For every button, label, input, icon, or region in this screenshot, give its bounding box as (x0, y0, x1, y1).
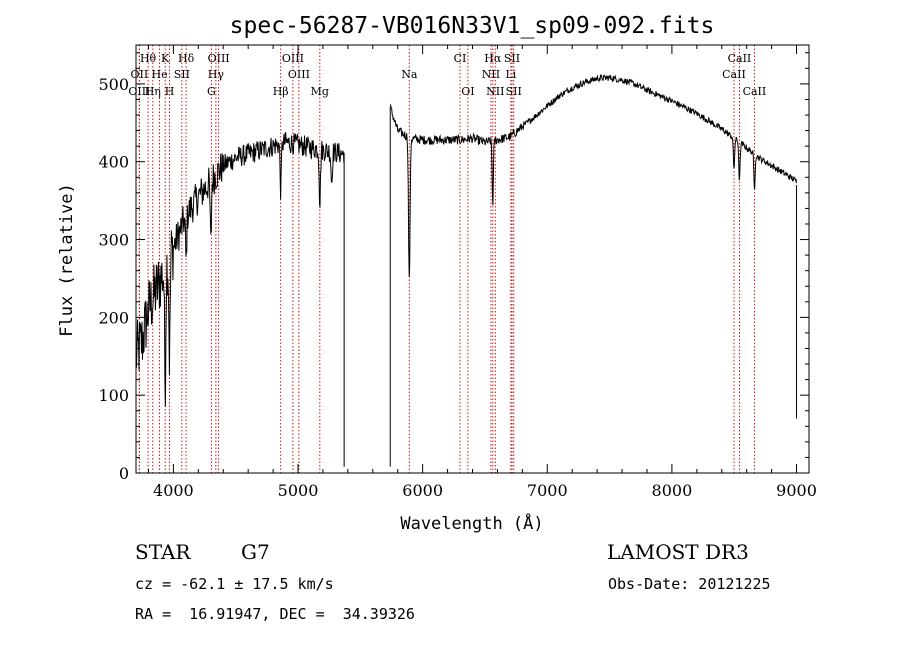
line-marker-label: OI (461, 85, 474, 98)
line-marker-label: K (161, 52, 170, 65)
observation-date: Obs-Date: 20121225 (608, 575, 771, 593)
line-marker-label: OII (131, 68, 149, 81)
y-axis-label: Flux (relative) (57, 183, 77, 337)
y-tick-label: 300 (98, 231, 129, 250)
spectrum-trace (135, 131, 345, 407)
chart-title: spec-56287-VB016N33V1_sp09-092.fits (230, 13, 715, 39)
survey-label: LAMOST DR3 (607, 540, 749, 564)
line-marker-label: H (165, 85, 175, 98)
line-marker-label: CaII (743, 85, 767, 98)
redshift-cz: cz = -62.1 ± 17.5 km/s (135, 575, 334, 593)
x-axis-label: Wavelength (Å) (400, 512, 543, 534)
line-marker-label: Hγ (208, 68, 225, 81)
line-marker-label: OIII (208, 52, 230, 65)
plot-frame (135, 44, 810, 474)
axis-ticks: 4000 5000 6000 7000 8000 9000 0 100 200 300 400 500 (98, 45, 817, 500)
x-tick-label: 9000 (776, 481, 817, 500)
y-tick-label: 400 (98, 153, 129, 172)
object-subclass: G7 (241, 540, 270, 564)
line-marker-group (138, 45, 755, 473)
y-tick-label: 0 (119, 464, 129, 483)
line-marker-label: Mg (311, 85, 329, 98)
object-class: STAR (135, 540, 191, 564)
x-tick-label: 4000 (153, 481, 194, 500)
line-marker-label: CaII (722, 68, 746, 81)
y-tick-label: 200 (98, 308, 129, 327)
line-marker-label: Na (401, 68, 418, 81)
line-marker-label: NII (482, 68, 500, 81)
line-marker-label: He (152, 68, 168, 81)
line-marker-label: Hδ (178, 52, 195, 65)
line-marker-label: Hη (145, 85, 161, 98)
line-marker-label: NII (486, 85, 504, 98)
line-marker-label: Li (505, 68, 516, 81)
line-marker-label: CaII (728, 52, 752, 65)
y-tick-label: 500 (98, 75, 129, 94)
line-marker-label: Hθ (140, 52, 157, 65)
line-marker-label: SII (174, 68, 190, 81)
y-tick-label: 100 (98, 386, 129, 405)
x-tick-label: 8000 (652, 481, 693, 500)
x-tick-label: 6000 (402, 481, 443, 500)
line-marker-label: CI (454, 52, 467, 65)
line-marker-label: G (207, 85, 216, 98)
spectrum-trace (389, 73, 797, 277)
x-tick-label: 5000 (278, 481, 319, 500)
spectrum-group (135, 73, 798, 467)
line-marker-label: SII (506, 85, 522, 98)
line-marker-label: OIII (128, 85, 150, 98)
coordinates: RA = 16.91947, DEC = 34.39326 (135, 605, 415, 623)
x-tick-label: 7000 (527, 481, 568, 500)
line-marker-label: Hα (484, 52, 502, 65)
line-marker-label: Hβ (273, 85, 289, 98)
line-marker-label: OIII (288, 68, 310, 81)
line-marker-label: OIII (282, 52, 304, 65)
line-marker-label: SII (504, 52, 520, 65)
